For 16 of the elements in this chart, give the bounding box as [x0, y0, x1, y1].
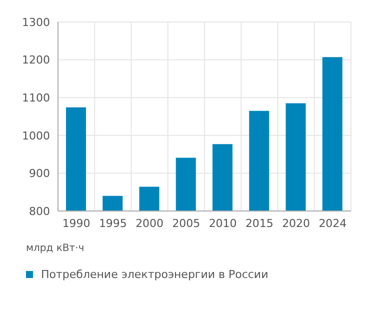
- x-tick-label: 2020: [282, 216, 310, 230]
- x-tick-label: 1995: [98, 216, 127, 230]
- y-tick-label: 1300: [22, 16, 50, 29]
- x-tick-label: 2015: [245, 216, 274, 230]
- y-tick-label: 1100: [22, 92, 50, 105]
- y-tick-label: 800: [29, 204, 50, 218]
- legend-label: Потребление электроэнергии в России: [41, 268, 268, 281]
- y-tick-label: 1000: [22, 129, 50, 142]
- x-tick-label: 2010: [208, 216, 237, 230]
- x-tick-label: 2005: [172, 216, 200, 230]
- y-tick-label: 1200: [22, 54, 50, 67]
- x-tick-label: 2024: [318, 216, 347, 230]
- x-tick-label: 1990: [62, 216, 90, 230]
- y-tick-label: 900: [29, 167, 50, 180]
- x-tick-label: 2000: [136, 216, 164, 230]
- y-axis-title: млрд кВт·ч: [25, 243, 86, 254]
